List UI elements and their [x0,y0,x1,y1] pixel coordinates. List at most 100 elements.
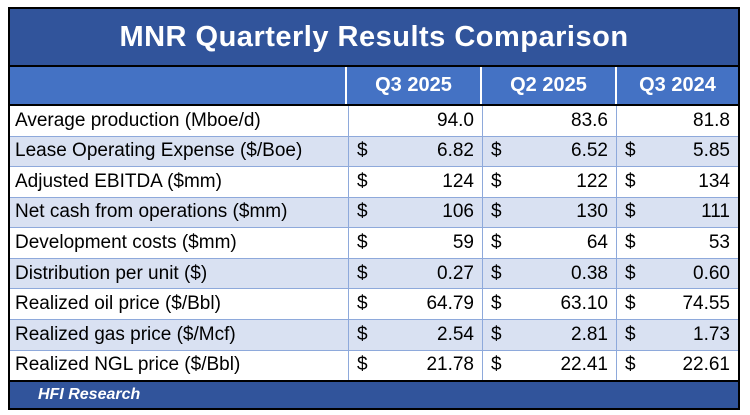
currency-symbol: $ [625,140,636,162]
cell-value: $0.60 [616,258,738,289]
table-header-row: Q3 2025 Q2 2025 Q3 2024 [10,67,738,106]
row-label: Development costs ($mm) [15,232,237,254]
cell-number: 2.81 [571,323,608,345]
cell-number: 0.27 [437,262,474,284]
cell-number: 74.55 [682,293,730,315]
cell-number: 122 [576,170,608,192]
cell-number: 64 [586,232,608,254]
table-row: Lease Operating Expense ($/Boe) $6.82 $6.5… [10,136,738,168]
quarterly-results-table: MNR Quarterly Results Comparison Q3 2025… [8,7,740,410]
table-row: Average production (Mboe/d) 94.0 83.6 81.8 [10,106,738,137]
cell-value: 83.6 [482,106,616,136]
row-label: Distribution per unit ($) [15,262,208,284]
cell-number: 64.79 [426,293,474,315]
cell-value: $0.38 [482,258,616,289]
cell-number: 83.6 [571,109,608,131]
cell-value: $2.54 [348,319,482,350]
currency-symbol: $ [625,293,636,315]
cell-value: $64.79 [348,289,482,319]
table-row: Realized oil price ($/Bbl) $64.79 $63.10 $7… [10,289,738,320]
table-row: Realized NGL price ($/Bbl) $21.78 $22.41 $2… [10,350,738,381]
cell-number: 6.52 [571,140,608,162]
currency-symbol: $ [491,140,502,162]
cell-number: 2.54 [437,323,474,345]
cell-number: 124 [442,170,474,192]
cell-number: 1.73 [693,323,730,345]
currency-symbol: $ [625,201,636,223]
cell-number: 134 [698,170,730,192]
cell-value: $1.73 [616,319,738,350]
row-label: Adjusted EBITDA ($mm) [15,170,222,192]
cell-value: $6.82 [348,136,482,167]
cell-value: $2.81 [482,319,616,350]
currency-symbol: $ [491,293,502,315]
cell-number: 63.10 [560,293,608,315]
column-header-q3-2025: Q3 2025 [345,67,480,104]
cell-value: $130 [482,197,616,228]
cell-value: $124 [348,167,482,197]
currency-symbol: $ [357,354,368,376]
cell-number: 22.41 [560,354,608,376]
row-label: Realized gas price ($/Mcf) [15,323,236,345]
cell-value: $59 [348,228,482,258]
currency-symbol: $ [491,354,502,376]
table-row: Net cash from operations ($mm) $106 $130 $1… [10,197,738,229]
row-label: Realized NGL price ($/Bbl) [15,354,241,376]
table-row: Distribution per unit ($) $0.27 $0.38 $0.60 [10,258,738,290]
cell-value: $21.78 [348,350,482,381]
footer-brand: HFI Research [10,380,738,408]
currency-symbol: $ [491,232,502,254]
cell-value: $63.10 [482,289,616,319]
cell-number: 81.8 [693,109,730,131]
cell-number: 5.85 [693,140,730,162]
cell-number: 21.78 [426,354,474,376]
currency-symbol: $ [357,170,368,192]
cell-number: 59 [452,232,474,254]
cell-value: $106 [348,197,482,228]
currency-symbol: $ [491,201,502,223]
cell-value: 81.8 [616,106,738,136]
cell-value: $6.52 [482,136,616,167]
cell-number: 0.60 [693,262,730,284]
cell-value: $122 [482,167,616,197]
cell-value: $22.61 [616,350,738,381]
cell-number: 0.38 [571,262,608,284]
cell-value: $5.85 [616,136,738,167]
currency-symbol: $ [357,293,368,315]
currency-symbol: $ [357,140,368,162]
row-label: Average production (Mboe/d) [15,109,261,131]
table-row: Development costs ($mm) $59 $64 $53 [10,228,738,259]
row-label: Lease Operating Expense ($/Boe) [15,140,303,162]
currency-symbol: $ [625,262,636,284]
currency-symbol: $ [625,170,636,192]
cell-number: 111 [701,201,730,223]
currency-symbol: $ [357,262,368,284]
cell-value: $22.41 [482,350,616,381]
cell-number: 94.0 [437,109,474,131]
cell-value: $0.27 [348,258,482,289]
cell-value: $64 [482,228,616,258]
table-row: Adjusted EBITDA ($mm) $124 $122 $134 [10,167,738,198]
cell-number: 6.82 [437,140,474,162]
page-title: MNR Quarterly Results Comparison [10,9,738,67]
table-row: Realized gas price ($/Mcf) $2.54 $2.81 $1.7… [10,319,738,351]
cell-value: 94.0 [348,106,482,136]
column-header-q3-2024: Q3 2024 [615,67,738,104]
currency-symbol: $ [625,232,636,254]
row-label: Realized oil price ($/Bbl) [15,293,221,315]
metric-column-header-empty [10,67,345,104]
cell-value: $53 [616,228,738,258]
cell-value: $134 [616,167,738,197]
currency-symbol: $ [491,170,502,192]
table-body: Average production (Mboe/d) 94.0 83.6 81.8 L… [10,106,738,381]
cell-value: $111 [616,197,738,228]
cell-number: 106 [442,201,474,223]
column-header-q2-2025: Q2 2025 [480,67,615,104]
currency-symbol: $ [357,323,368,345]
cell-number: 53 [708,232,730,254]
currency-symbol: $ [625,323,636,345]
row-label: Net cash from operations ($mm) [15,201,288,223]
currency-symbol: $ [491,323,502,345]
cell-number: 130 [576,201,608,223]
